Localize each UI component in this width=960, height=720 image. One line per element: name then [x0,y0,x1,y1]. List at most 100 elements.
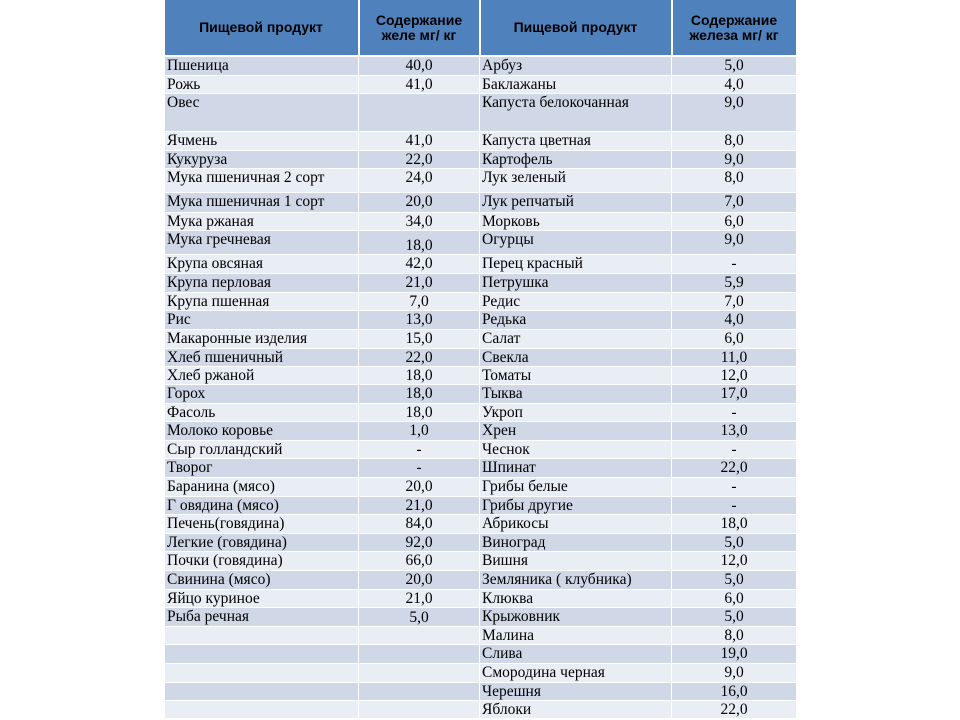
iron-value-cereal: 20,0 [358,569,480,590]
iron-value-vegetable: 6,0 [671,211,797,231]
table-row: Яйцо куриное 21,0 Клюква 6,0 [164,588,797,608]
table-row: Сыр голландский - Чеснок - [164,439,797,459]
iron-value-cereal: 22,0 [358,347,480,367]
product-cereal: Овес [164,92,359,132]
table-row: Яблоки 22,0 [164,699,797,719]
product-vegetable: Смородина черная [479,662,672,683]
iron-value-cereal: 1,0 [358,420,480,441]
product-vegetable: Грибы другие [479,495,672,515]
table-row: Овес Капуста белокочанная 9,0 [164,92,797,132]
iron-value-cereal: 34,0 [358,211,480,231]
product-cereal: Хлеб пшеничный [164,347,359,367]
product-vegetable: Шпинат [479,457,672,478]
iron-value-cereal: 24,0 [358,167,480,193]
iron-value-cereal: 66,0 [358,550,480,571]
iron-content-table: Пищевой продукт Содержание желе мг/ кг П… [164,0,798,719]
product-cereal: Рожь [164,74,359,94]
product-cereal: Ячмень [164,130,359,151]
product-vegetable: Салат [479,328,672,349]
product-cereal: Яйцо куриное [164,588,359,608]
iron-value-vegetable: - [671,476,797,497]
product-vegetable: Чеснок [479,439,672,459]
product-vegetable: Арбуз [479,55,672,76]
header-product-1: Пищевой продукт [164,0,360,57]
iron-value-vegetable: 9,0 [671,149,797,169]
table-row: Крупа пшенная 7,0 Редис 7,0 [164,291,797,311]
table-row: Мука пшеничная 2 сорт 24,0 Лук зеленый 8,0 [164,167,797,193]
product-vegetable: Баклажаны [479,74,672,94]
iron-value-vegetable: 5,0 [671,569,797,590]
iron-value-vegetable: 6,0 [671,588,797,608]
table-row: Рис 13,0 Редька 4,0 [164,309,797,330]
product-vegetable: Тыква [479,383,672,404]
iron-value-cereal [358,643,480,664]
iron-value-cereal: 40,0 [358,55,480,76]
product-vegetable: Редька [479,309,672,330]
product-vegetable: Крыжовник [479,606,672,627]
product-cereal: Горох [164,383,359,404]
iron-value-cereal: 20,0 [358,476,480,497]
iron-value-vegetable: 17,0 [671,383,797,404]
iron-value-vegetable: 5,0 [671,55,797,76]
iron-value-cereal: 18,0 [358,365,480,385]
iron-value-vegetable: 12,0 [671,550,797,571]
iron-value-cereal: 18,0 [358,229,480,255]
product-cereal [164,699,359,719]
iron-value-vegetable: 8,0 [671,167,797,193]
product-cereal: Крупа овсяная [164,253,359,274]
header-product-2: Пищевой продукт [479,0,673,57]
product-vegetable: Редис [479,291,672,311]
table-row: Творог - Шпинат 22,0 [164,457,797,478]
iron-value-cereal: 18,0 [358,402,480,422]
product-vegetable: Огурцы [479,229,672,255]
table-row: Макаронные изделия 15,0 Салат 6,0 [164,328,797,349]
iron-value-vegetable: 5,0 [671,606,797,627]
table-row: Пшеница 40,0 Арбуз 5,0 [164,55,797,76]
iron-value-cereal: 41,0 [358,130,480,151]
iron-value-cereal [358,681,480,701]
iron-value-vegetable: 9,0 [671,92,797,132]
iron-value-vegetable: 11,0 [671,347,797,367]
iron-value-vegetable: - [671,439,797,459]
product-cereal: Почки (говядина) [164,550,359,571]
product-vegetable: Малина [479,625,672,645]
iron-value-cereal: 21,0 [358,495,480,515]
product-vegetable: Лук зеленый [479,167,672,193]
product-vegetable: Томаты [479,365,672,385]
product-cereal: Свинина (мясо) [164,569,359,590]
product-vegetable: Черешня [479,681,672,701]
iron-value-cereal: 42,0 [358,253,480,274]
product-cereal: Фасоль [164,402,359,422]
product-vegetable: Капуста белокочанная [479,92,672,132]
iron-value-cereal: 41,0 [358,74,480,94]
product-cereal: Крупа пшенная [164,291,359,311]
header-row: Пищевой продукт Содержание желе мг/ кг П… [164,0,798,57]
table-header: Пищевой продукт Содержание желе мг/ кг П… [164,0,798,57]
table-row: Молоко коровье 1,0 Хрен 13,0 [164,420,797,441]
iron-value-cereal: 92,0 [358,532,480,552]
product-cereal: Баранина (мясо) [164,476,359,497]
iron-value-vegetable: 9,0 [671,662,797,683]
iron-value-cereal: 7,0 [358,291,480,311]
iron-value-vegetable: 13,0 [671,420,797,441]
iron-value-cereal [358,662,480,683]
table-row: Малина 8,0 [164,625,797,645]
iron-value-vegetable: 5,9 [671,272,797,293]
product-vegetable: Свекла [479,347,672,367]
product-vegetable: Петрушка [479,272,672,293]
product-vegetable: Слива [479,643,672,664]
product-cereal: Г овядина (мясо) [164,495,359,515]
table-row: Хлеб ржаной 18,0 Томаты 12,0 [164,365,797,385]
table-row: Печень(говядина) 84,0 Абрикосы 18,0 [164,513,797,534]
table-row: Крупа перловая 21,0 Петрушка 5,9 [164,272,797,293]
product-cereal: Кукуруза [164,149,359,169]
iron-value-vegetable: 8,0 [671,130,797,151]
product-vegetable: Перец красный [479,253,672,274]
header-iron-content-2: Содержание железа мг/ кг [671,0,798,57]
iron-value-cereal: 18,0 [358,383,480,404]
table-row: Кукуруза 22,0 Картофель 9,0 [164,149,797,169]
table-row: Баранина (мясо) 20,0 Грибы белые - [164,476,797,497]
iron-value-cereal: - [358,457,480,478]
product-vegetable: Яблоки [479,699,672,719]
product-cereal: Рис [164,309,359,330]
